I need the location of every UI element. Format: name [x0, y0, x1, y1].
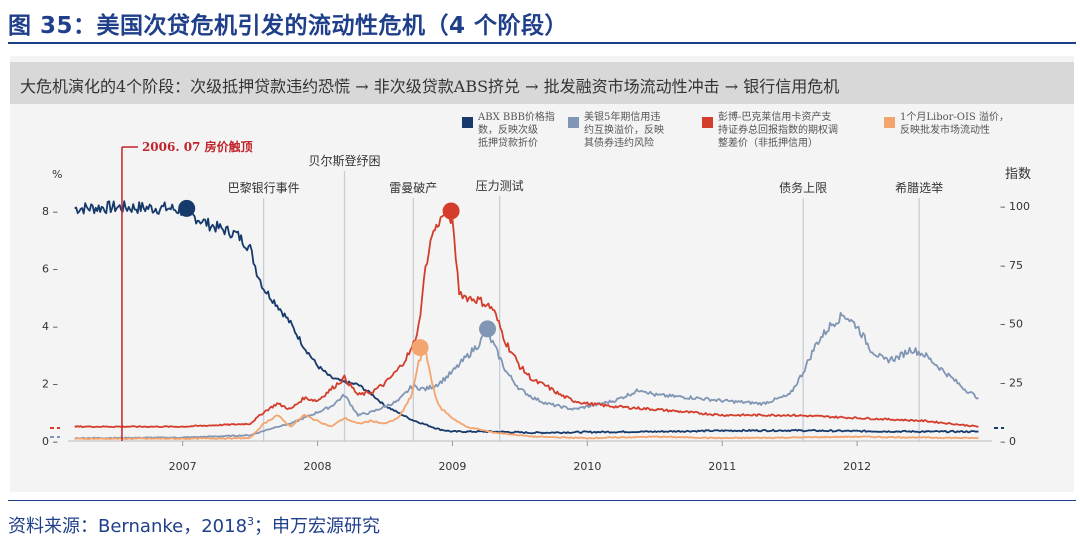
stages-banner-text: 大危机演化的4个阶段：次级抵押贷款违约恐慌 → 非次级贷款ABS挤兑 → 批发融… [20, 77, 840, 96]
x-tick-label: 2009 [438, 460, 466, 473]
left-tick-label: 0 – [42, 435, 58, 448]
series-line [74, 200, 979, 435]
right-tick-label: – 100 [1000, 200, 1030, 213]
legend-label: 1个月Libor-OIS 溢价， [900, 110, 1009, 123]
source-prefix: 资料来源：Bernanke，2018 [8, 516, 248, 537]
peak-marker [479, 320, 497, 338]
right-tick-label: – 0 [1000, 435, 1016, 448]
legend-label: 彭博-巴克莱信用卡资产支 [718, 110, 831, 123]
chart-axes: % 指数 0 – 2 – 4 – 6 – 8 – – 0 – 25 – 50 – 75 – 100… [42, 167, 1031, 473]
title-divider [8, 42, 1076, 44]
event-label: 巴黎银行事件 [228, 181, 300, 195]
series-lines [74, 200, 979, 441]
series-line [74, 312, 979, 440]
figure-title: 图 35：美国次贷危机引发的流动性危机（4 个阶段） [8, 13, 569, 39]
legend-swatch [884, 117, 895, 128]
right-tick-label: – 50 [1000, 318, 1023, 331]
source-suffix: ；申万宏源研究 [254, 516, 381, 537]
peak-marker [178, 199, 196, 217]
series-line [74, 208, 979, 429]
legend-label: 抵押贷款折价 [478, 136, 538, 149]
annotation-label: 2006. 07 房价触顶 [142, 139, 253, 154]
peak-marker [442, 202, 460, 220]
legend-swatch [462, 117, 473, 128]
series-line [74, 344, 979, 441]
event-label: 希腊选举 [895, 180, 943, 195]
peak-marker [411, 339, 429, 357]
right-tick-label: – 75 [1000, 259, 1023, 272]
x-tick-label: 2007 [169, 460, 197, 473]
event-label: 贝尔斯登纾困 [309, 153, 381, 168]
legend-label: 持证券总回报指数的期权调 [718, 123, 838, 136]
legend-label: 美银5年期信用违 [584, 110, 660, 123]
left-tick-label: 4 – [42, 320, 58, 333]
legend-label: 数，反映次级 [478, 123, 538, 136]
peak-markers [178, 199, 497, 357]
event-label: 压力测试 [476, 178, 524, 193]
legend-swatch [568, 117, 579, 128]
left-tick-label: 8 – [42, 205, 58, 218]
stages-banner [10, 62, 1074, 104]
legend-swatch [702, 117, 713, 128]
legend-label: 约互换溢价，反映 [584, 123, 664, 136]
event-label: 债务上限 [779, 180, 827, 195]
legend-label: ABX BBB价格指 [477, 110, 555, 123]
source-footnote: 3 [247, 515, 255, 528]
legend-label: 反映批发市场流动性 [900, 123, 990, 136]
legend-label: 其债券违约风险 [584, 136, 654, 149]
right-tick-label: – 25 [1000, 376, 1023, 389]
source-note: 资料来源：Bernanke，20183；申万宏源研究 [8, 512, 380, 538]
x-tick-label: 2008 [304, 460, 332, 473]
house-price-peak-annotation: 2006. 07 房价触顶 [121, 139, 253, 441]
x-tick-label: 2012 [843, 460, 871, 473]
source-divider [8, 500, 1076, 501]
left-tick-label: 2 – [42, 378, 58, 391]
right-axis-unit: 指数 [1005, 167, 1031, 182]
x-tick-label: 2010 [573, 460, 601, 473]
left-axis-unit: % [52, 168, 62, 181]
legend-label: 整差价（非抵押信用） [718, 136, 818, 149]
x-tick-label: 2011 [708, 460, 736, 473]
left-tick-label: 6 – [42, 263, 58, 276]
event-label: 雷曼破产 [389, 180, 437, 195]
